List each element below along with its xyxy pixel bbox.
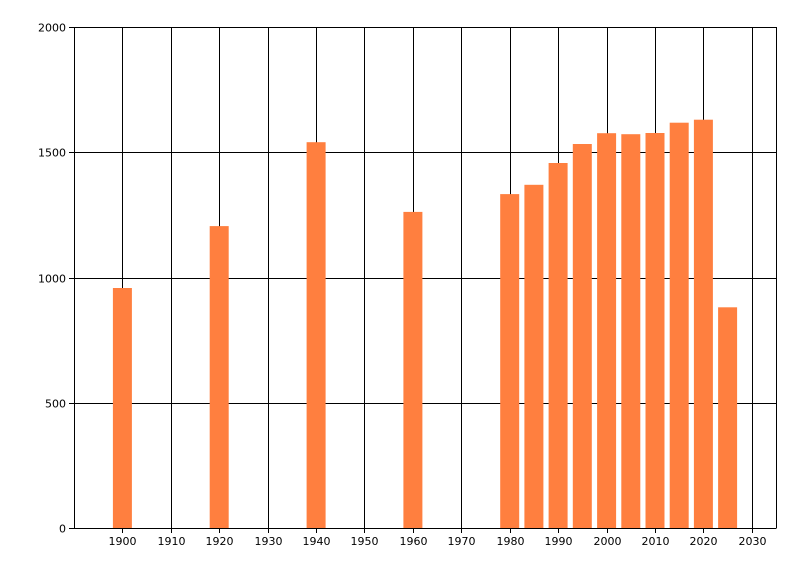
bar-series xyxy=(112,119,738,529)
x-tick-label-2020: 2020 xyxy=(690,535,718,548)
bar-1900 xyxy=(112,288,132,528)
bar-2020 xyxy=(693,119,713,528)
x-tick-label-1930: 1930 xyxy=(255,535,283,548)
bar-1960 xyxy=(403,211,423,528)
y-tick-label-1000: 1000 xyxy=(38,273,66,286)
y-tick-label-1500: 1500 xyxy=(38,147,66,160)
bar-1995 xyxy=(572,144,592,528)
bar-2010 xyxy=(645,133,665,528)
x-tick-label-1980: 1980 xyxy=(497,535,525,548)
tick-labels: 1900 1910 1920 1930 1940 1950 1960 1970 1980 1990… xyxy=(38,22,767,549)
bar-1920 xyxy=(209,226,229,528)
y-tick-label-500: 500 xyxy=(45,398,66,411)
x-tick-label-1960: 1960 xyxy=(400,535,428,548)
x-tick-label-1910: 1910 xyxy=(158,535,186,548)
bar-1985 xyxy=(524,184,544,529)
axes xyxy=(69,27,777,533)
bar-2025 xyxy=(718,307,738,528)
bar-2000 xyxy=(597,133,617,528)
x-tick-label-2010: 2010 xyxy=(642,535,670,548)
y-tick-label-0: 0 xyxy=(59,523,66,536)
x-tick-label-1900: 1900 xyxy=(109,535,137,548)
bar-1940 xyxy=(306,142,326,528)
y-tick-label-2000: 2000 xyxy=(38,22,66,35)
bar-2015 xyxy=(669,122,689,528)
x-tick-label-1940: 1940 xyxy=(303,535,331,548)
x-tick-label-2030: 2030 xyxy=(739,535,767,548)
x-tick-label-1990: 1990 xyxy=(545,535,573,548)
x-tick-label-1970: 1970 xyxy=(448,535,476,548)
x-tick-label-1950: 1950 xyxy=(351,535,379,548)
bar-1980 xyxy=(500,194,520,528)
x-tick-label-1920: 1920 xyxy=(206,535,234,548)
x-tick-label-2000: 2000 xyxy=(594,535,622,548)
bar-2005 xyxy=(621,134,641,528)
bar-1990 xyxy=(548,163,568,528)
